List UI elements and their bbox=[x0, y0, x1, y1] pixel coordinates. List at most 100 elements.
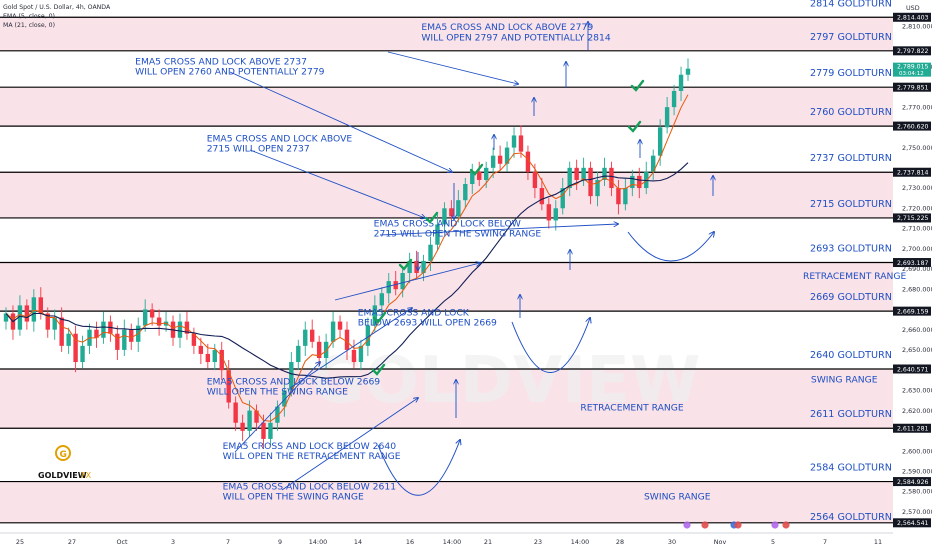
candle-body-88 bbox=[616, 188, 621, 205]
candle-body-2 bbox=[17, 305, 23, 330]
x-tick-1: 27 bbox=[68, 538, 76, 546]
candle-body-97 bbox=[678, 74, 684, 91]
x-tick-10: 21 bbox=[484, 538, 492, 546]
annotation-text-15: WILL OPEN THE SWING RANGE bbox=[223, 492, 364, 503]
pointer-arrow-2 bbox=[249, 149, 425, 218]
candle-body-6 bbox=[45, 313, 50, 330]
candle-body-66 bbox=[463, 184, 468, 201]
ema5-line bbox=[5, 94, 689, 422]
level-tag-9: 2,611.281 bbox=[897, 426, 929, 433]
pointer-arrow-0 bbox=[387, 51, 518, 84]
level-label-1: 2797 GOLDTURN bbox=[810, 32, 892, 43]
event-icon-5[interactable] bbox=[782, 521, 790, 529]
level-tag-1: 2,797.822 bbox=[897, 48, 929, 55]
event-icon-3[interactable] bbox=[734, 521, 742, 529]
candle-body-8 bbox=[59, 317, 64, 346]
level-tag-11: 2,564.541 bbox=[897, 520, 929, 527]
event-icon-4[interactable] bbox=[771, 521, 779, 529]
candle-body-57 bbox=[400, 273, 405, 290]
x-tick-17: 7 bbox=[823, 538, 827, 546]
candle-body-70 bbox=[490, 155, 496, 168]
candle-body-29 bbox=[205, 353, 211, 363]
candle-body-94 bbox=[657, 127, 663, 156]
candle-body-3 bbox=[24, 305, 30, 322]
candle-body-20 bbox=[142, 309, 148, 326]
annotation-text-5: 2715 WILL OPEN 2737 bbox=[207, 144, 310, 155]
candle-body-38 bbox=[268, 422, 273, 439]
time-axis[interactable]: 25 27 Oct 3 7 9 14:00 14 16 14:00 21 23 14:00 28 30 Nov… bbox=[0, 521, 893, 546]
candle-body-89 bbox=[623, 188, 628, 205]
x-tick-8: 16 bbox=[406, 538, 414, 546]
swing-arc-1 bbox=[511, 318, 590, 373]
level-tag-6: 2,693.187 bbox=[897, 260, 929, 267]
candle-body-25 bbox=[177, 321, 183, 338]
annotation-text-6: EMA5 CROSS AND LOCK BELOW bbox=[374, 218, 521, 229]
level-label-3: 2760 GOLDTURN bbox=[810, 107, 892, 118]
goldturn-levels: 2,814.403 2814 GOLDTURN 2,797.822 2797 GOLD… bbox=[0, 0, 931, 528]
ema-legend[interactable]: EMA (5, close, 0) bbox=[3, 13, 55, 20]
level-tag-3: 2,760.620 bbox=[897, 123, 929, 130]
currency-label: USD bbox=[906, 4, 920, 12]
x-tick-18: 11 bbox=[874, 538, 882, 546]
candle-body-54 bbox=[379, 293, 384, 306]
x-tick-13: 28 bbox=[616, 538, 624, 546]
level-tag-7: 2,669.159 bbox=[897, 308, 929, 315]
y-tick-8: 2,650.000 bbox=[902, 346, 932, 354]
candle-body-17 bbox=[122, 329, 127, 350]
candle-body-22 bbox=[156, 317, 162, 326]
symbol-title: Gold Spot / U.S. Dollar, 4h, OANDA bbox=[3, 4, 111, 11]
annotation-text-1: WILL OPEN 2797 AND POTENTIALLY 2814 bbox=[421, 32, 611, 43]
level-label-9: 2611 GOLDTURN bbox=[810, 409, 892, 420]
price-axis[interactable]: 2,570.000 2,580.000 2,590.000 2,600.000 2,62… bbox=[893, 22, 932, 516]
level-tag-8: 2,640.571 bbox=[897, 366, 929, 373]
level-tag-5: 2,715.225 bbox=[897, 215, 929, 222]
annotation-text-19: SWING RANGE bbox=[811, 374, 878, 385]
ma-legend[interactable]: MA (21, close, 0) bbox=[3, 22, 55, 29]
event-icon-1[interactable] bbox=[701, 521, 709, 529]
annotation-text-21: SWING RANGE bbox=[644, 492, 711, 503]
x-tick-14: 30 bbox=[668, 538, 676, 546]
y-tick-3: 2,600.000 bbox=[902, 447, 932, 455]
level-label-11: 2564 GOLDTURN bbox=[810, 512, 892, 523]
y-tick-18: 2,750.000 bbox=[902, 144, 932, 152]
candle-body-67 bbox=[470, 171, 475, 184]
band-0 bbox=[0, 17, 893, 51]
level-tag-bg-7 bbox=[893, 306, 931, 316]
watermark-layer: GOLDVIEW bbox=[312, 344, 701, 418]
event-icon-0[interactable] bbox=[683, 521, 691, 529]
y-tick-20: 2,770.000 bbox=[902, 103, 932, 111]
candle-body-10 bbox=[73, 333, 78, 363]
logo-letter: G bbox=[60, 450, 67, 460]
candle-body-30 bbox=[212, 349, 217, 363]
level-tag-bg-6 bbox=[893, 258, 931, 268]
level-tag-bg-4 bbox=[893, 167, 931, 177]
candle-body-65 bbox=[456, 200, 461, 217]
moving-averages bbox=[5, 94, 689, 422]
annotation-text-20: RETRACEMENT RANGE bbox=[580, 403, 684, 414]
annotation-text-0: EMA5 CROSS AND LOCK ABOVE 2779 bbox=[421, 22, 593, 33]
candle-body-56 bbox=[393, 281, 398, 290]
goldturn-bands bbox=[0, 17, 893, 523]
candle-body-7 bbox=[52, 317, 57, 330]
candle-body-61 bbox=[428, 244, 433, 261]
candle-body-36 bbox=[254, 410, 259, 423]
level-tag-0: 2,814.403 bbox=[897, 15, 929, 22]
x-tick-5: 9 bbox=[278, 538, 282, 546]
level-tag-bg-1 bbox=[893, 46, 931, 56]
level-tag-2: 2,779.851 bbox=[897, 84, 929, 91]
pointer-arrow-4 bbox=[334, 263, 480, 301]
candle-body-44 bbox=[310, 329, 315, 342]
x-tick-2: Oct bbox=[116, 538, 128, 546]
candle-body-85 bbox=[595, 179, 600, 197]
y-tick-24: 2,810.000 bbox=[902, 22, 932, 30]
x-tick-0: 25 bbox=[16, 538, 24, 546]
candle-body-53 bbox=[372, 305, 378, 326]
y-tick-6: 2,630.000 bbox=[902, 387, 932, 395]
check-mark-1 bbox=[627, 120, 642, 133]
annotation-text-18: RETRACEMENT RANGE bbox=[803, 271, 907, 282]
annotation-text-12: EMA5 CROSS AND LOCK BELOW 2640 bbox=[223, 441, 397, 452]
y-tick-12: 2,690.000 bbox=[902, 265, 932, 273]
swing-arc-0 bbox=[627, 232, 714, 262]
candle-body-52 bbox=[365, 325, 371, 346]
